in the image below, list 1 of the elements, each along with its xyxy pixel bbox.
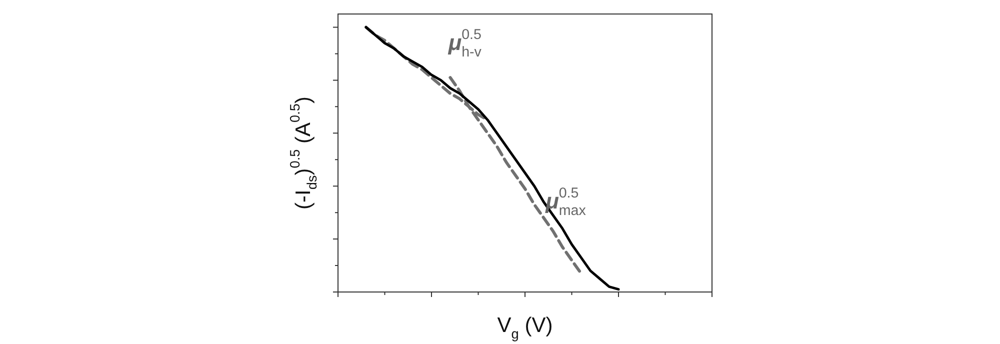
- y-axis-title: (-Ids)0.5 (A0.5): [288, 96, 320, 210]
